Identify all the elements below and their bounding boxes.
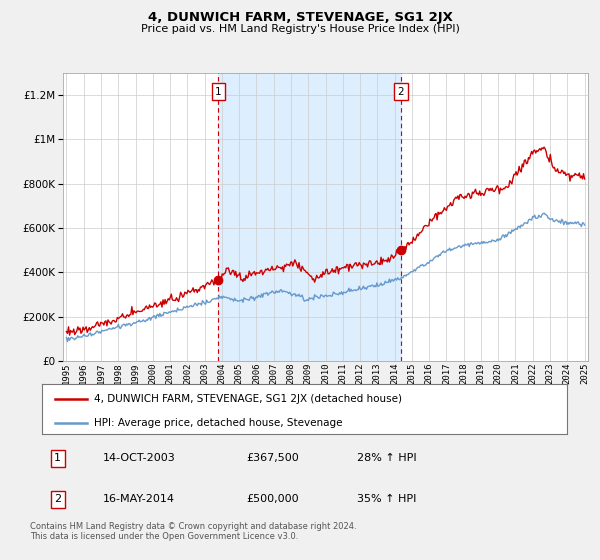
Text: 4, DUNWICH FARM, STEVENAGE, SG1 2JX (detached house): 4, DUNWICH FARM, STEVENAGE, SG1 2JX (det… xyxy=(95,394,403,404)
Text: £367,500: £367,500 xyxy=(247,454,299,464)
Text: 28% ↑ HPI: 28% ↑ HPI xyxy=(357,454,416,464)
Text: 16-MAY-2014: 16-MAY-2014 xyxy=(103,494,175,504)
Text: Price paid vs. HM Land Registry's House Price Index (HPI): Price paid vs. HM Land Registry's House … xyxy=(140,24,460,34)
Text: 2: 2 xyxy=(54,494,61,504)
Text: 1: 1 xyxy=(215,87,221,96)
Text: 14-OCT-2003: 14-OCT-2003 xyxy=(103,454,175,464)
Text: HPI: Average price, detached house, Stevenage: HPI: Average price, detached house, Stev… xyxy=(95,418,343,428)
Text: Contains HM Land Registry data © Crown copyright and database right 2024.
This d: Contains HM Land Registry data © Crown c… xyxy=(30,522,356,542)
Text: 4, DUNWICH FARM, STEVENAGE, SG1 2JX: 4, DUNWICH FARM, STEVENAGE, SG1 2JX xyxy=(148,11,452,24)
Text: 35% ↑ HPI: 35% ↑ HPI xyxy=(357,494,416,504)
Text: 2: 2 xyxy=(398,87,404,96)
Text: £500,000: £500,000 xyxy=(247,494,299,504)
Bar xyxy=(218,73,401,361)
Text: 1: 1 xyxy=(54,454,61,464)
